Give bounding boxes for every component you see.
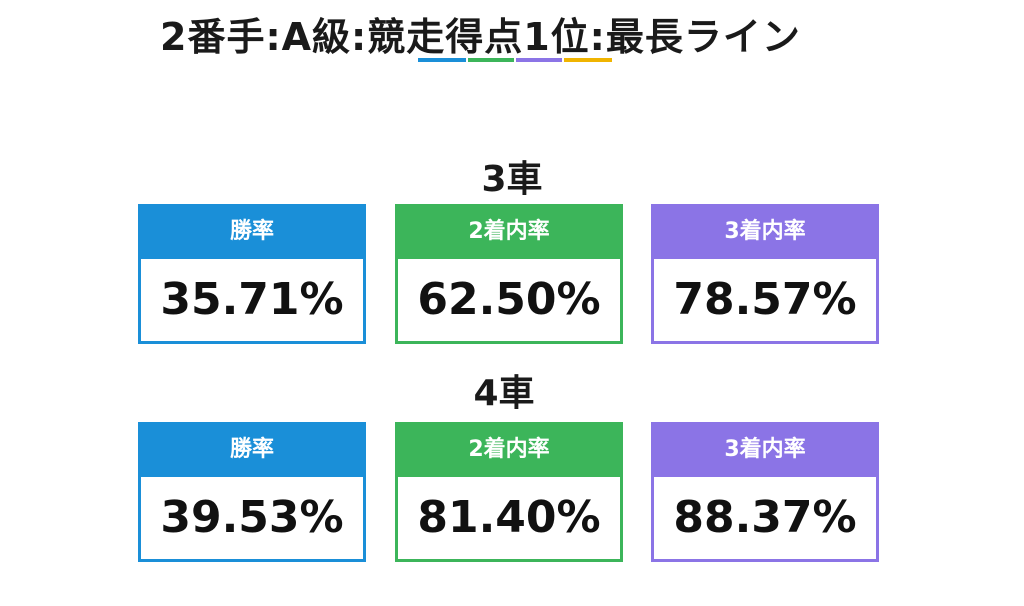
stat-card-top2-rate: 2着内率 81.40% xyxy=(395,422,623,562)
stat-value: 62.50% xyxy=(417,274,601,325)
stat-value: 39.53% xyxy=(160,492,344,543)
stat-label: 2着内率 xyxy=(398,207,620,259)
stat-card-win-rate: 勝率 35.71% xyxy=(138,204,366,344)
stat-value: 35.71% xyxy=(160,274,344,325)
page-title: 2番手:A級:競走得点1位:最長ライン xyxy=(160,15,801,59)
accent-bar-purple xyxy=(516,58,562,62)
stat-card-top3-rate: 3着内率 78.57% xyxy=(651,204,879,344)
stat-label: 3着内率 xyxy=(654,425,876,477)
stat-card-win-rate: 勝率 39.53% xyxy=(138,422,366,562)
stat-label: 勝率 xyxy=(141,425,363,477)
accent-bar-green xyxy=(468,58,514,62)
stat-value: 81.40% xyxy=(417,492,601,543)
stat-value: 78.57% xyxy=(673,274,857,325)
stat-value: 88.37% xyxy=(673,492,857,543)
stat-card-top3-rate: 3着内率 88.37% xyxy=(651,422,879,562)
section-heading-4car: 4車 xyxy=(473,373,535,414)
stat-label: 勝率 xyxy=(141,207,363,259)
stat-label: 2着内率 xyxy=(398,425,620,477)
accent-bar-yellow xyxy=(564,58,612,62)
accent-bar-blue xyxy=(418,58,466,62)
stat-card-top2-rate: 2着内率 62.50% xyxy=(395,204,623,344)
stat-label: 3着内率 xyxy=(654,207,876,259)
section-heading-3car: 3車 xyxy=(481,159,543,200)
